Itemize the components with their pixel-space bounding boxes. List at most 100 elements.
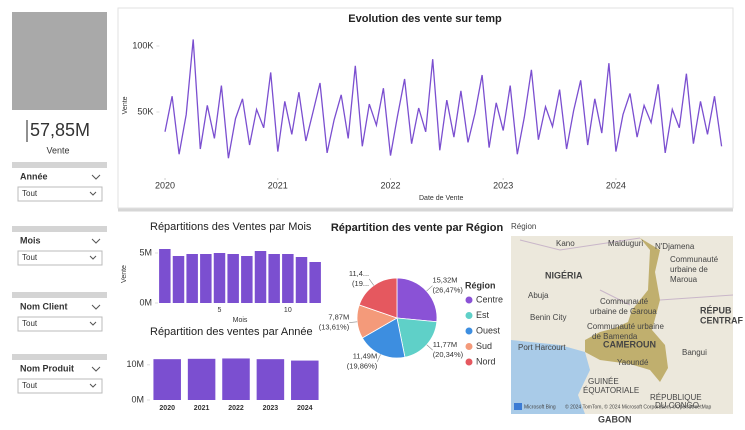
y-tick-label: 100K (132, 40, 153, 50)
legend-title: Région (465, 280, 496, 290)
map-label: CENTRAF (700, 315, 743, 325)
slicer-dropdown-chevron (89, 191, 97, 196)
map-label: N'Djamena (655, 242, 695, 251)
bar (256, 359, 285, 400)
legend-label: Sud (476, 341, 492, 351)
slicer-value: Tout (22, 319, 38, 328)
y-tick-label: 50K (137, 106, 153, 116)
y-axis-label: Vente (121, 265, 128, 283)
map-label: Abuja (528, 291, 549, 300)
map-label: Bangui (682, 348, 707, 357)
slicer-title: Nom Client (20, 301, 68, 311)
map-label: Benin City (530, 313, 566, 322)
logo-placeholder (12, 12, 107, 110)
slicer-title: Mois (20, 235, 41, 245)
slicer-chevron (91, 238, 101, 244)
kpi-value: 57,85M (30, 120, 90, 140)
pie-slice (361, 317, 406, 359)
legend-swatch (465, 358, 473, 366)
map-label: Kano (556, 239, 575, 248)
map-label: GABON (598, 414, 632, 424)
y-tick-label: 5M (139, 247, 152, 257)
map-label: GUINÉE (588, 377, 619, 386)
bar (227, 254, 239, 303)
pie-leader (368, 278, 375, 286)
slicer-dropdown-chevron (89, 321, 97, 326)
pie-value-label: 11,77M (433, 340, 457, 349)
map-label: Communauté (670, 255, 719, 264)
bar (282, 254, 294, 303)
bar (200, 254, 212, 303)
map-label: ÉQUATORIALE (583, 386, 639, 395)
y-tick-label: 0M (139, 297, 152, 307)
map-label: RÉPUBLIQUE (650, 393, 702, 402)
slicer-chevron (91, 304, 101, 310)
map-label: urbaine de Garoua (590, 307, 657, 316)
line-series (164, 39, 723, 159)
kpi-label: Vente (46, 145, 69, 155)
legend-swatch (465, 312, 473, 319)
x-tick-label: 5 (218, 307, 222, 314)
map-label: Yaoundé (617, 358, 649, 367)
x-tick-label: 2022 (380, 180, 400, 190)
slicer-header-bar (12, 162, 107, 168)
legend-label: Centre (476, 294, 503, 304)
bar (153, 359, 181, 400)
slicer-value: Tout (22, 253, 38, 262)
pie-percent-label: (19... (352, 279, 369, 288)
x-tick-label: 2024 (297, 405, 313, 412)
slicer-title: Année (20, 171, 48, 181)
map-label: Communauté (600, 297, 649, 306)
pie-leader (376, 354, 381, 362)
slicer-value: Tout (22, 189, 38, 198)
slicer-value: Tout (22, 381, 38, 390)
x-tick-label: 2020 (159, 405, 175, 412)
map-label: RÉPUB (700, 305, 732, 315)
map-label: de Bamenda (592, 332, 638, 341)
map-label: DU CONGO (655, 401, 699, 410)
slicer-dropdown[interactable] (17, 250, 103, 266)
chart-title: Répartition des vente par Région (331, 222, 504, 234)
x-axis-label: Mois (233, 317, 248, 324)
pie-slice (396, 277, 438, 323)
pie-leader (426, 344, 433, 351)
legend-label: Est (476, 310, 490, 320)
legend-label: Nord (476, 356, 496, 366)
slicer-header-bar (12, 292, 107, 298)
chart-title: Répartitions des Ventes par Mois (150, 221, 312, 233)
pie-value-label: 11,49M (353, 352, 377, 361)
bar (213, 253, 226, 303)
line-card (117, 7, 734, 209)
pie-leader (426, 285, 433, 292)
x-tick-label: 2023 (493, 180, 513, 190)
x-tick-label: 2021 (268, 180, 288, 190)
y-tick-label: 10M (126, 359, 144, 369)
legend-swatch (465, 296, 473, 304)
charts: Evolution des vente sur temp 50K 100K Vente… (121, 13, 723, 412)
map-label: Port Harcourt (518, 343, 566, 352)
bar (222, 358, 250, 400)
pie-percent-label: (19,86%) (347, 362, 378, 371)
map-logo: Microsoft Bing (524, 404, 556, 410)
map-label: NIGÉRIA (545, 270, 583, 280)
bar (172, 256, 185, 303)
map-borders (519, 237, 734, 306)
slicer-dropdown[interactable] (17, 378, 103, 394)
bar (295, 257, 308, 303)
chart-title: Evolution des vente sur temp (348, 13, 502, 25)
bar (309, 262, 321, 303)
pie-percent-label: (20,34%) (433, 350, 464, 359)
x-tick-label: 2021 (194, 405, 210, 412)
legend-swatch (465, 343, 473, 350)
x-tick-label: 2023 (263, 405, 279, 412)
x-tick-label: 10 (284, 307, 292, 314)
y-tick-label: 0M (131, 394, 144, 404)
pie-value-label: 7,87M (328, 313, 349, 322)
slicer-dropdown[interactable] (17, 316, 103, 332)
slicer-dropdown[interactable] (17, 186, 103, 202)
map: Région Kano Maiduguri N'Djamena NIGÉRIA Comm… (511, 222, 743, 424)
pie-leader (349, 321, 358, 323)
slicers: Année Tout Mois Tout Nom Client Tout Nom Produ… (12, 162, 107, 394)
bar (291, 360, 319, 400)
